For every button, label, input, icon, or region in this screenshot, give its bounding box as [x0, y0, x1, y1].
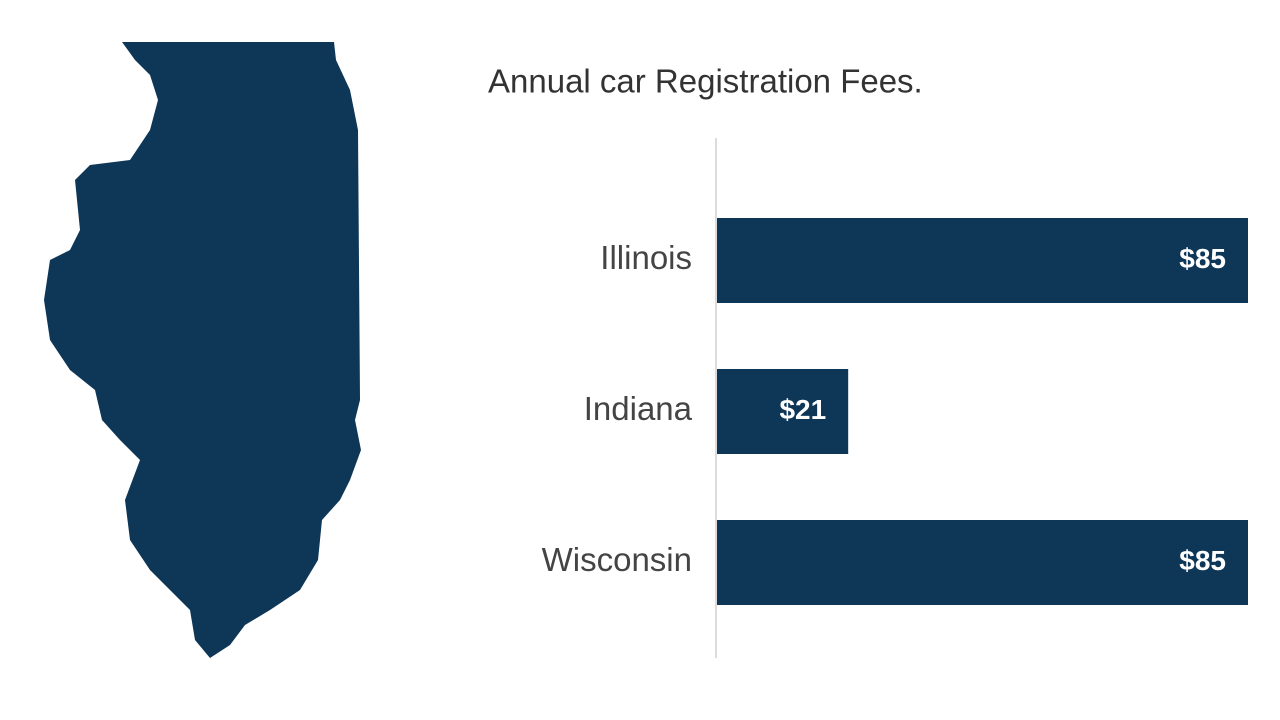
value-label: $85: [1179, 545, 1226, 576]
category-label: Wisconsin: [542, 541, 692, 578]
category-label: Illinois: [600, 239, 692, 276]
bar: [717, 369, 849, 454]
bar: [717, 520, 1248, 605]
category-label: Indiana: [584, 390, 693, 427]
value-label: $85: [1179, 243, 1226, 274]
value-label: $21: [779, 394, 826, 425]
bar: [717, 218, 1248, 303]
chart-title: Annual car Registration Fees.: [488, 63, 923, 100]
illinois-map: [44, 42, 361, 658]
